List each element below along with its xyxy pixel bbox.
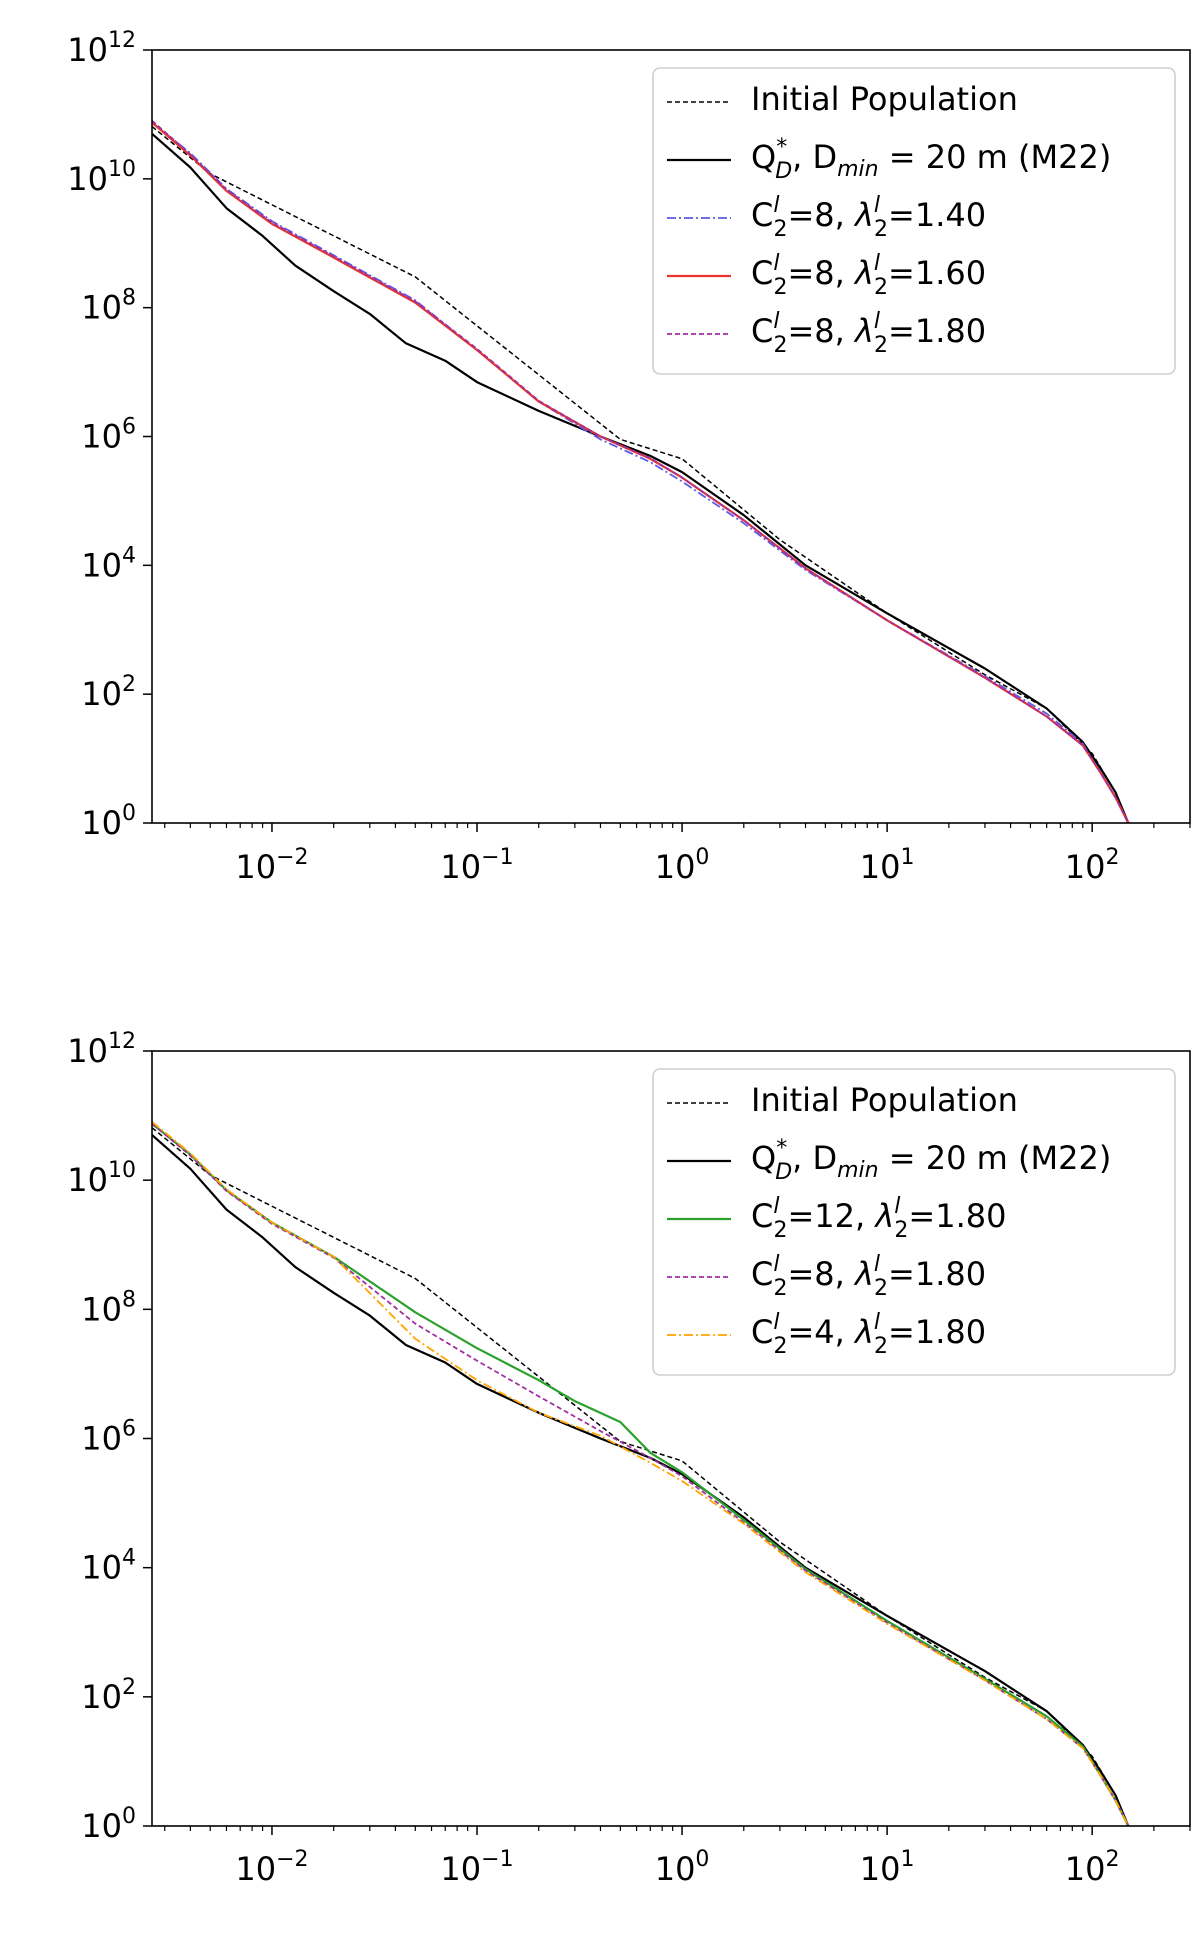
series-line-l140 [152, 121, 1130, 823]
y-tick-label: 1010 [67, 1158, 136, 1199]
legend-label-l180a: Cl 2=8, λl 2=1.80 [751, 309, 986, 358]
x-tick-label: 102 [1065, 1847, 1120, 1888]
plot-lines [152, 1121, 1130, 1826]
x-tick-label: 100 [655, 845, 710, 886]
y-tick-label: 106 [81, 1417, 136, 1458]
legend-label-l140: Cl 2=8, λl 2=1.40 [751, 193, 986, 242]
x-tick-label: 100 [655, 1847, 710, 1888]
legend-label-m22: Q* D, Dmin = 20 m (M22) [751, 135, 1111, 184]
series-line-c8 [152, 1123, 1130, 1826]
x-tick-label: 10−2 [235, 845, 308, 886]
series-line-c12 [152, 1122, 1130, 1826]
panel-a: 10−2 10−1 100 101 102 100 102 104 106 108 1010 1012… [67, 28, 1191, 886]
x-tick-label: 10−2 [235, 1847, 308, 1888]
y-tick-label: 104 [81, 543, 136, 584]
y-tick-label: 1012 [67, 1029, 136, 1070]
series-line-l180a [152, 120, 1130, 823]
x-tick-label: 10−1 [440, 1847, 513, 1888]
legend-label-init: Initial Population [751, 1081, 1018, 1119]
y-tick-label: 1010 [67, 157, 136, 198]
y-tick-label: 100 [81, 1804, 136, 1845]
x-tick-label: 101 [860, 1847, 915, 1888]
x-tick-label: 10−1 [440, 845, 513, 886]
legend: Initial Population Q* D, Dmin = 20 m (M22)… [652, 67, 1176, 375]
panel-b: 10−2 10−1 100 101 102 100 102 104 106 108 1010 1012… [67, 1029, 1191, 1888]
legend-label-init: Initial Population [751, 80, 1018, 118]
y-tick-label: 108 [81, 286, 136, 327]
legend-label-c8: Cl 2=8, λl 2=1.80 [751, 1252, 986, 1301]
x-tick-label: 101 [860, 845, 915, 886]
series-line-m22 [152, 1134, 1130, 1826]
y-tick-label: 102 [81, 1675, 136, 1716]
y-tick-label: 104 [81, 1546, 136, 1587]
y-tick-label: 102 [81, 672, 136, 713]
x-tick-label: 102 [1065, 845, 1120, 886]
y-tick-label: 100 [81, 801, 136, 842]
plot-lines [152, 120, 1130, 823]
y-tick-label: 1012 [67, 28, 136, 69]
legend-label-c12: Cl 2=12, λl 2=1.80 [751, 1194, 1006, 1243]
legend-label-c4: Cl 2=4, λl 2=1.80 [751, 1310, 986, 1359]
legend-box [652, 67, 1176, 375]
legend-label-m22: Q* D, Dmin = 20 m (M22) [751, 1136, 1111, 1185]
y-tick-label: 108 [81, 1287, 136, 1328]
legend-label-l160: Cl 2=8, λl 2=1.60 [751, 251, 986, 300]
legend: Initial Population Q* D, Dmin = 20 m (M22)… [652, 1068, 1176, 1376]
y-tick-label: 106 [81, 415, 136, 456]
legend-box [652, 1068, 1176, 1376]
